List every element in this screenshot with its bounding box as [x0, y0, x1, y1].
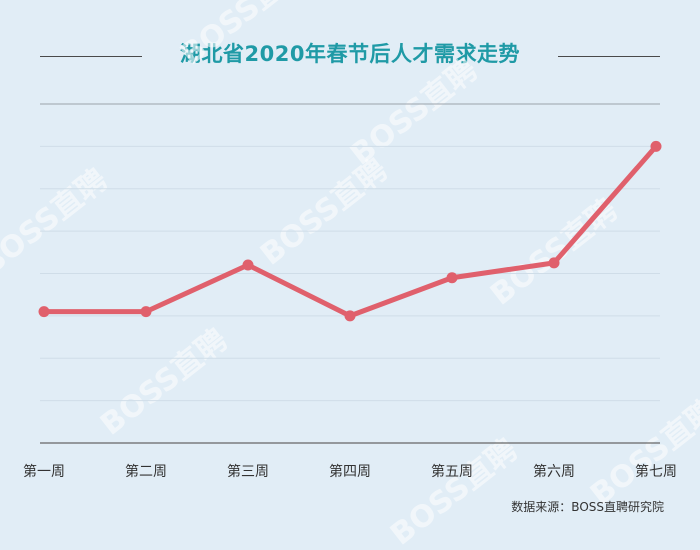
x-tick-label: 第一周	[23, 463, 65, 480]
source-note: 数据来源：BOSS直聘研究院	[511, 500, 664, 514]
watermark-text: BOSS直聘	[254, 152, 394, 272]
data-point	[446, 272, 458, 284]
watermark-text: BOSS直聘	[584, 392, 700, 512]
title-rule-right	[558, 56, 660, 57]
watermark-text: BOSS直聘	[94, 322, 234, 442]
x-tick-label: 第四周	[329, 463, 371, 480]
data-point	[140, 306, 152, 318]
watermark-text: BOSS直聘	[384, 432, 524, 550]
data-point	[548, 257, 560, 269]
watermark-text: BOSS直聘	[344, 52, 484, 172]
data-point	[344, 310, 356, 322]
x-tick-label: 第五周	[431, 463, 473, 480]
x-tick-label: 第六周	[533, 463, 575, 480]
x-tick-label: 第七周	[635, 463, 677, 480]
watermark-text: BOSS直聘	[0, 162, 114, 282]
watermark-text: BOSS直聘	[174, 0, 314, 73]
data-point	[650, 140, 662, 152]
data-point	[242, 259, 254, 271]
series-layer	[38, 140, 662, 322]
title-rule-left	[40, 56, 142, 57]
x-tick-labels: 第一周 第二周 第三周 第四周 第五周 第六周 第七周	[23, 463, 677, 480]
chart-title: 湖北省2020年春节后人才需求走势	[180, 42, 520, 66]
x-tick-label: 第二周	[125, 463, 167, 480]
data-point	[38, 306, 50, 318]
x-tick-label: 第三周	[227, 463, 269, 480]
